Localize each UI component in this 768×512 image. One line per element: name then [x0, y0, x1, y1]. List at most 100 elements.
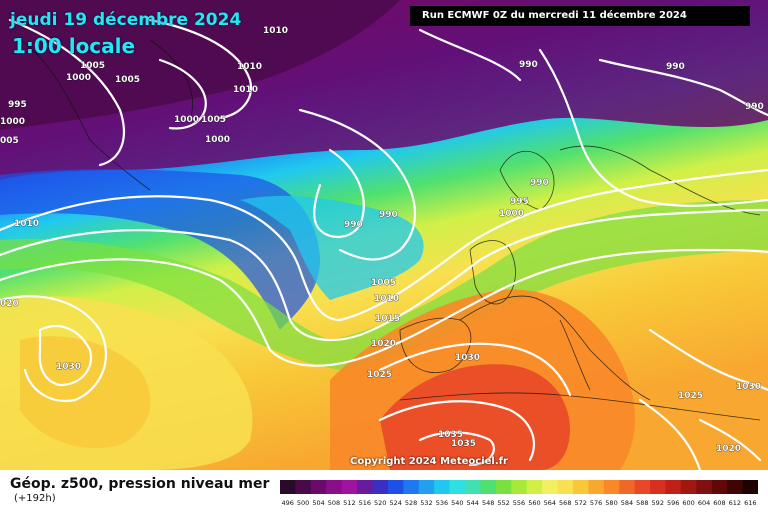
legend-tick-label: 500 [297, 499, 309, 507]
isobar-label: 1030 [736, 382, 761, 392]
legend-tick-label: 512 [343, 499, 355, 507]
legend-tick-label: 552 [497, 499, 509, 507]
isobar-label: 1005 [371, 278, 396, 288]
legend-swatch [449, 480, 466, 494]
isobar-label: 1025 [678, 391, 703, 401]
isobar-label: 995 [8, 100, 27, 110]
legend-tick-label: 596 [667, 499, 679, 507]
copyright: Copyright 2024 Meteociel.fr [350, 456, 508, 467]
isobar-label: 1020 [371, 339, 396, 349]
legend-tick-label: 608 [713, 499, 725, 507]
legend-tick-label: 508 [328, 499, 340, 507]
isobar-label: 005 [0, 136, 19, 146]
isobar-label: 1000 [66, 73, 91, 83]
dark-purple-core [0, 0, 400, 130]
legend-tick-label: 604 [698, 499, 710, 507]
legend-swatch [634, 480, 651, 494]
isobar-label: 1000 [174, 115, 199, 125]
isobar-label: 1005 [80, 61, 105, 71]
legend-tick-label: 568 [559, 499, 571, 507]
legend-swatch [588, 480, 605, 494]
isobar-label: 1000 [499, 209, 524, 219]
legend-tick-label: 564 [544, 499, 556, 507]
legend-swatch [465, 480, 481, 494]
isobar-label: 990 [530, 178, 549, 188]
geopotential-map: 1010 1005 1005 1000 995 1000 005 1010 10… [0, 0, 768, 470]
legend-tick-label: 544 [467, 499, 479, 507]
isobar-label: 1010 [233, 85, 258, 95]
isobar-label: 020 [0, 299, 19, 309]
legend-tick-label: 516 [359, 499, 371, 507]
legend-swatch [403, 480, 420, 494]
legend-swatch [742, 480, 758, 494]
legend-tick-label: 560 [528, 499, 540, 507]
green-band [0, 200, 768, 370]
legend-tick-label: 612 [729, 499, 741, 507]
legend-swatch [295, 480, 312, 494]
legend-tick-label: 532 [420, 499, 432, 507]
cyan-trough [240, 195, 424, 300]
isobar-labels: 1010 1005 1005 1000 995 1000 005 1010 10… [0, 26, 764, 455]
legend-tick-label: 548 [482, 499, 494, 507]
isobar-label: 1000 [205, 135, 230, 145]
map-title: Géop. z500, pression niveau mer [10, 476, 270, 492]
isobar-label: 990 [344, 220, 363, 230]
legend-swatch [680, 480, 697, 494]
legend-tick-label: 576 [590, 499, 602, 507]
legend-swatch [434, 480, 451, 494]
isobar-label: 1030 [455, 353, 480, 363]
isobar-label: 990 [519, 60, 538, 70]
color-scale-legend: 496 500 504 508 512 516 520 524 528 532 536 540 544 5… [280, 480, 758, 507]
legend-swatch [480, 480, 497, 494]
legend-swatch [495, 480, 512, 494]
legend-tick-label: 584 [621, 499, 633, 507]
legend-swatch [372, 480, 389, 494]
legend-swatch [665, 480, 682, 494]
isobar-label: 1035 [438, 430, 463, 440]
legend-swatch [511, 480, 528, 494]
isobar-label: 990 [745, 102, 764, 112]
atlantic-high-core [20, 336, 151, 449]
legend-tick-label: 524 [389, 499, 401, 507]
forecast-lead: (+192h) [14, 493, 56, 504]
isobar-label: 1000 [0, 117, 25, 127]
legend-swatch [711, 480, 728, 494]
legend-tick-label: 496 [281, 499, 293, 507]
isobar-label: 1035 [451, 439, 476, 449]
legend-tick-label: 592 [652, 499, 664, 507]
legend-swatch [619, 480, 636, 494]
legend-swatch [572, 480, 589, 494]
legend-tick-label: 520 [374, 499, 386, 507]
legend-tick-label: 600 [682, 499, 694, 507]
forecast-time: 1:00 locale [12, 34, 136, 58]
legend-tick-label: 540 [451, 499, 463, 507]
isobar-label: 1010 [263, 26, 288, 36]
legend-tick-label: 528 [405, 499, 417, 507]
isobar-label: 1005 [115, 75, 140, 85]
red-core [380, 364, 570, 470]
isobar-label: 1030 [56, 362, 81, 372]
legend-swatch [542, 480, 559, 494]
isobar-label: 1020 [716, 444, 741, 454]
legend-tick-label: 572 [574, 499, 586, 507]
model-run-banner: Run ECMWF 0Z du mercredi 11 décembre 202… [410, 6, 750, 26]
legend-tick-label: 504 [312, 499, 324, 507]
legend-swatch [280, 480, 296, 494]
legend-swatch [357, 480, 374, 494]
isobar-label: 1010 [14, 219, 39, 229]
isobar-label: 1005 [201, 115, 226, 125]
legend-tick-label: 580 [605, 499, 617, 507]
legend-swatch [387, 480, 404, 494]
isobar-label: 1010 [374, 294, 399, 304]
legend-swatch [727, 480, 744, 494]
legend-tick-label: 556 [513, 499, 525, 507]
legend-swatch [341, 480, 358, 494]
legend-swatch [418, 480, 435, 494]
legend-tick-label: 536 [436, 499, 448, 507]
legend-swatch [310, 480, 327, 494]
legend-tick-label: 616 [744, 499, 756, 507]
legend-swatch [603, 480, 620, 494]
isobar-label: 990 [666, 62, 685, 72]
legend-swatch [526, 480, 543, 494]
